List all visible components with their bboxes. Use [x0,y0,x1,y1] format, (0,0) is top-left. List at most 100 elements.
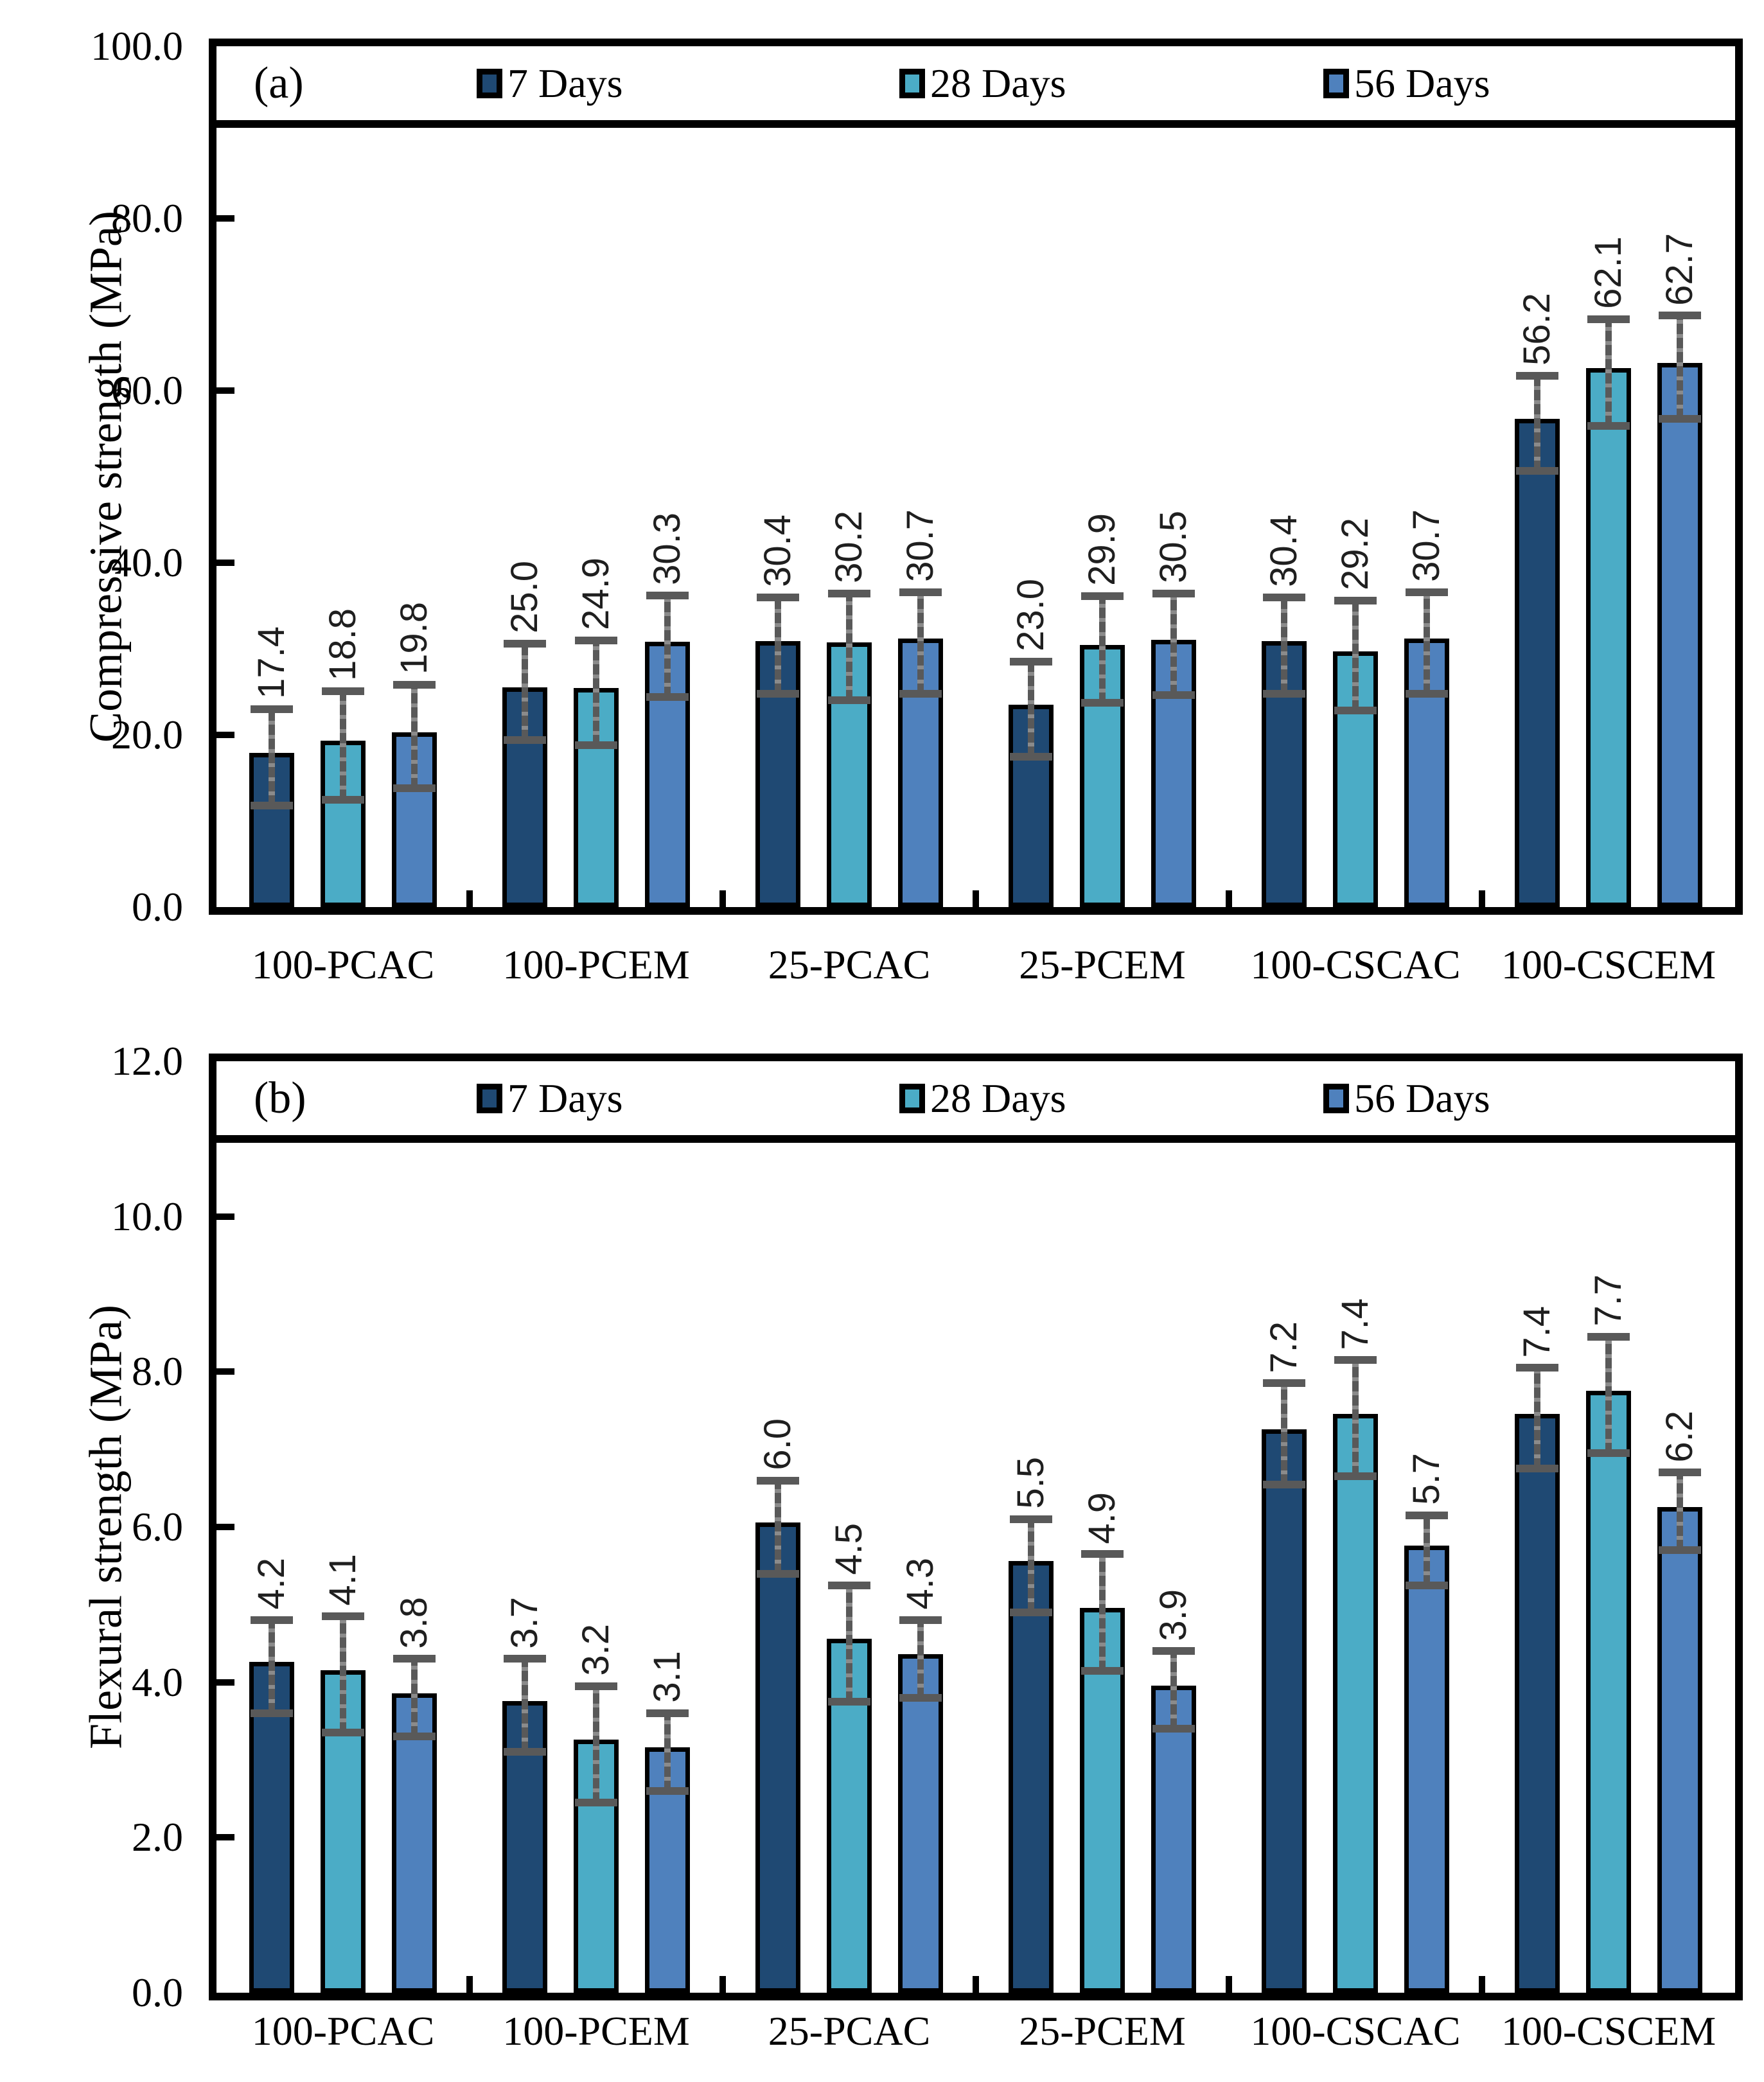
y-tick-mark [216,1213,234,1220]
y-tick-mark [216,1368,234,1375]
bar-value-label: 3.9 [1152,1589,1194,1641]
error-bar-cap-bottom [1334,1472,1377,1481]
error-bar-stem [593,640,599,746]
error-bar-stem [917,592,924,694]
error-bar-stem [775,597,781,694]
error-bar-cap-bottom [828,1697,870,1706]
legend-item-label: 56 Days [1354,1075,1490,1121]
error-bar-stem [1281,1383,1287,1485]
legend-swatch-icon [1323,68,1349,98]
error-bar-cap-top [1334,596,1377,604]
x-axis-category-label: 25-PCAC [768,2008,931,2054]
y-axis-tick-label: 4.0 [132,1659,183,1705]
error-bar-cap-top [1010,1515,1052,1523]
y-axis-tick-label: 60.0 [111,367,183,413]
bar [1657,1507,1702,1993]
x-axis-category-label: 100-PCAC [251,2008,435,2054]
error-bar-cap-top [899,588,942,596]
bar-value-label: 18.8 [322,608,364,681]
error-bar-cap-bottom [1081,699,1124,707]
y-tick-mark [216,1524,234,1530]
error-bar-cap-top [1152,590,1195,598]
y-axis-tick-label: 12.0 [111,1038,183,1084]
error-bar-cap-bottom [251,1709,293,1717]
error-bar-cap-bottom [757,1569,799,1578]
error-bar-cap-bottom [1010,1608,1052,1616]
bar-value-label: 24.9 [575,557,617,630]
x-tick-mark [466,890,473,907]
bar [1009,1561,1054,1993]
error-bar-cap-bottom [575,1798,617,1806]
bar-value-label: 23.0 [1010,579,1052,652]
error-bar-stem [846,594,852,701]
error-bar-cap-top [575,636,617,644]
bar-value-label: 7.4 [1334,1298,1376,1350]
error-bar-stem [1099,596,1106,703]
bar-value-label: 5.5 [1010,1457,1052,1509]
error-bar-stem [1677,315,1683,419]
bar [392,1693,437,1993]
bar-value-label: 30.7 [899,509,941,582]
y-tick-mark [216,732,234,738]
bar [1586,1391,1631,1993]
error-bar-cap-top [1263,1379,1305,1388]
plot-frame: (a) 7 Days 28 Days 56 Days 17.4 18.8 19.8 25.0 2… [209,39,1743,915]
bar-value-label: 3.8 [393,1596,435,1649]
plot-frame: (b) 7 Days 28 Days 56 Days 4.2 4.1 3.8 3.7 3.2 3.… [209,1054,1743,2000]
error-bar-stem [340,1616,346,1733]
error-bar-stem [1170,594,1177,696]
y-tick-mark [216,387,234,394]
bar-value-label: 19.8 [393,602,435,675]
bar-value-label: 7.2 [1263,1321,1305,1373]
error-bar-cap-top [828,1581,870,1589]
error-bar-cap-bottom [1263,689,1305,698]
error-bar-stem [846,1585,852,1702]
legend-swatch-icon [477,68,502,98]
y-axis-tick-label: 40.0 [111,540,183,585]
bar-value-label: 4.9 [1081,1492,1123,1544]
error-bar-cap-top [393,681,436,689]
error-bar-stem [522,1659,528,1752]
y-tick-mark [216,215,234,222]
error-bar-cap-bottom [1334,707,1377,715]
error-bar-stem [1605,319,1612,426]
legend-item-label: 28 Days [930,1075,1066,1121]
error-bar-stem [269,1620,275,1713]
x-axis-category-label: 100-CSCEM [1501,2008,1716,2054]
error-bar-cap-top [1406,588,1448,596]
error-bar-stem [1028,662,1034,757]
error-bar-cap-top [322,687,364,695]
error-bar-stem [269,709,275,806]
legend-item-label: 7 Days [507,60,623,106]
error-bar-stem [522,643,528,741]
legend-item-label: 28 Days [930,60,1066,106]
x-tick-mark [1479,890,1485,907]
error-bar-stem [411,685,418,789]
error-bar-cap-bottom [1152,691,1195,700]
error-bar-stem [664,1713,671,1791]
legend: (b) 7 Days 28 Days 56 Days [216,1061,1735,1143]
bar [1404,1546,1449,1993]
error-bar-cap-bottom [504,1748,546,1756]
error-bar-stem [593,1686,599,1803]
x-axis-category-label: 25-PCAC [768,942,931,987]
error-bar-stem [1534,376,1540,471]
x-axis-category-label: 100-CSCAC [1250,2008,1461,2054]
bar [1515,419,1560,907]
error-bar-stem [1424,592,1430,694]
bar-value-label: 17.4 [251,626,292,699]
error-bar-stem [1605,1336,1612,1454]
error-bar-stem [775,1480,781,1574]
error-bar-stem [1677,1472,1683,1551]
error-bar-cap-bottom [1406,689,1448,698]
error-bar-cap-bottom [757,689,799,698]
error-bar-cap-top [251,705,293,713]
bar-value-label: 30.5 [1152,511,1194,584]
error-bar-stem [1352,600,1359,711]
y-axis-tick-label: 80.0 [111,195,183,241]
y-axis-tick-label: 6.0 [132,1504,183,1549]
error-bar-cap-top [1263,593,1305,601]
error-bar-cap-top [757,593,799,601]
y-axis-tick-label: 0.0 [132,884,183,930]
error-bar-cap-bottom [251,801,293,809]
